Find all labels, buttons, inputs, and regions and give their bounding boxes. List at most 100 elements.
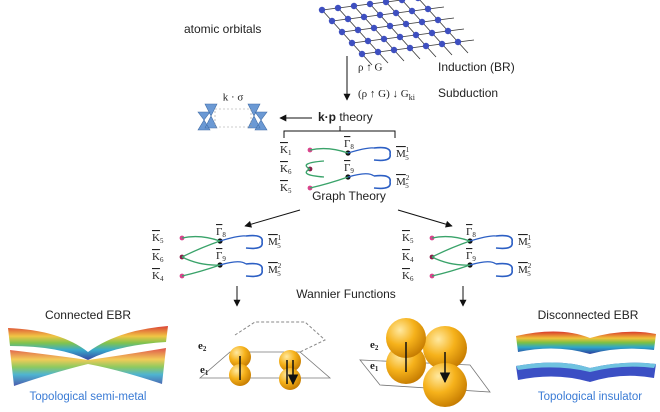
node-label: M1 5 xyxy=(268,234,282,250)
node-label: M2 5 xyxy=(518,262,532,278)
arrow xyxy=(244,209,301,228)
node-label: K5 xyxy=(402,232,414,245)
subduction-label: Subduction xyxy=(438,86,498,100)
edge xyxy=(181,235,221,242)
e1-label: e1 xyxy=(370,360,379,373)
orbital xyxy=(366,0,374,8)
node-label: Γ8 xyxy=(466,226,476,239)
node-label: Γ8 xyxy=(216,226,226,239)
edge xyxy=(347,147,375,154)
edge xyxy=(309,176,349,189)
induction-label: Induction (BR) xyxy=(438,60,515,74)
orbital xyxy=(358,50,366,58)
orbital xyxy=(350,2,358,10)
orbital xyxy=(344,15,352,23)
wannier: Wannier Functions xyxy=(296,287,396,301)
node-label: K6 xyxy=(280,163,292,176)
edge xyxy=(431,235,471,242)
induction-formula: ρ ↑ G xyxy=(358,62,382,74)
orbital xyxy=(360,13,368,21)
orbital xyxy=(438,40,446,48)
lattice xyxy=(318,0,475,66)
orbital xyxy=(380,35,388,43)
orbital xyxy=(382,0,390,6)
orbital xyxy=(334,4,342,12)
disconnected-bands xyxy=(516,331,656,382)
subduction-formula: (ρ ↑ G) ↓ Gki xyxy=(358,88,416,102)
edge xyxy=(495,262,513,278)
orbital xyxy=(348,39,356,47)
orbital xyxy=(370,24,378,32)
node-label: K4 xyxy=(402,251,414,264)
orbital xyxy=(444,27,452,35)
orbital xyxy=(422,42,430,50)
orbital xyxy=(318,6,326,14)
e1-label: e1 xyxy=(200,364,209,377)
node-label: Γ8 xyxy=(344,138,354,151)
edge xyxy=(347,173,375,178)
node-label: K1 xyxy=(280,144,292,157)
orbital xyxy=(454,38,462,46)
arrow xyxy=(397,209,453,228)
edge xyxy=(373,146,391,162)
orbital xyxy=(434,16,442,24)
orbital xyxy=(402,20,410,28)
node-label: Γ9 xyxy=(216,250,226,263)
edge xyxy=(245,234,263,250)
connected-bands xyxy=(8,326,168,386)
graph-theory: Graph Theory xyxy=(312,189,386,203)
orbital xyxy=(338,28,346,36)
orbital xyxy=(412,31,420,39)
connected-caption: Topological semi-metal xyxy=(30,391,147,403)
edge xyxy=(495,234,513,250)
edge xyxy=(469,261,497,266)
orbital xyxy=(418,18,426,26)
node-label: K4 xyxy=(152,270,164,283)
node-label: K5 xyxy=(280,182,292,195)
orbital xyxy=(354,26,362,34)
edge xyxy=(305,160,325,178)
kp-formula: k · σ xyxy=(223,92,244,104)
edge xyxy=(469,235,497,242)
kp-label: k·p theory xyxy=(318,110,373,124)
edge xyxy=(219,261,247,266)
orbital xyxy=(428,29,436,37)
node-label: M2 5 xyxy=(396,174,410,190)
edge xyxy=(431,240,471,266)
node-label: Γ9 xyxy=(344,162,354,175)
edge xyxy=(181,240,221,266)
orbital xyxy=(386,22,394,30)
orbital xyxy=(408,7,416,15)
node-label: K5 xyxy=(152,232,164,245)
orbital xyxy=(364,37,372,45)
disconnected-title: Disconnected EBR xyxy=(538,308,639,322)
node-label: M1 5 xyxy=(518,234,532,250)
edge xyxy=(219,235,247,242)
orbital xyxy=(390,46,398,54)
e2-label: e2 xyxy=(198,340,207,353)
node-label: M2 5 xyxy=(268,262,282,278)
wannier-left xyxy=(198,321,332,390)
node-label: K6 xyxy=(402,270,414,283)
edge xyxy=(245,262,263,278)
node-label: K6 xyxy=(152,251,164,264)
edge xyxy=(373,174,391,190)
orbital xyxy=(374,48,382,56)
edge xyxy=(431,264,471,277)
orbital xyxy=(424,5,432,13)
brace xyxy=(283,126,396,138)
connected-title: Connected EBR xyxy=(45,308,131,322)
orbital xyxy=(406,44,414,52)
wannier-right xyxy=(359,318,491,407)
e2-label: e2 xyxy=(370,339,379,352)
orbital xyxy=(415,0,421,2)
edge xyxy=(309,147,349,154)
orbital xyxy=(396,33,404,41)
orbital xyxy=(398,0,406,4)
node-label: Γ9 xyxy=(466,250,476,263)
kp-cones xyxy=(197,103,268,131)
edge xyxy=(181,264,221,277)
orbital xyxy=(376,11,384,19)
orbitals-label: atomic orbitals xyxy=(184,22,261,36)
